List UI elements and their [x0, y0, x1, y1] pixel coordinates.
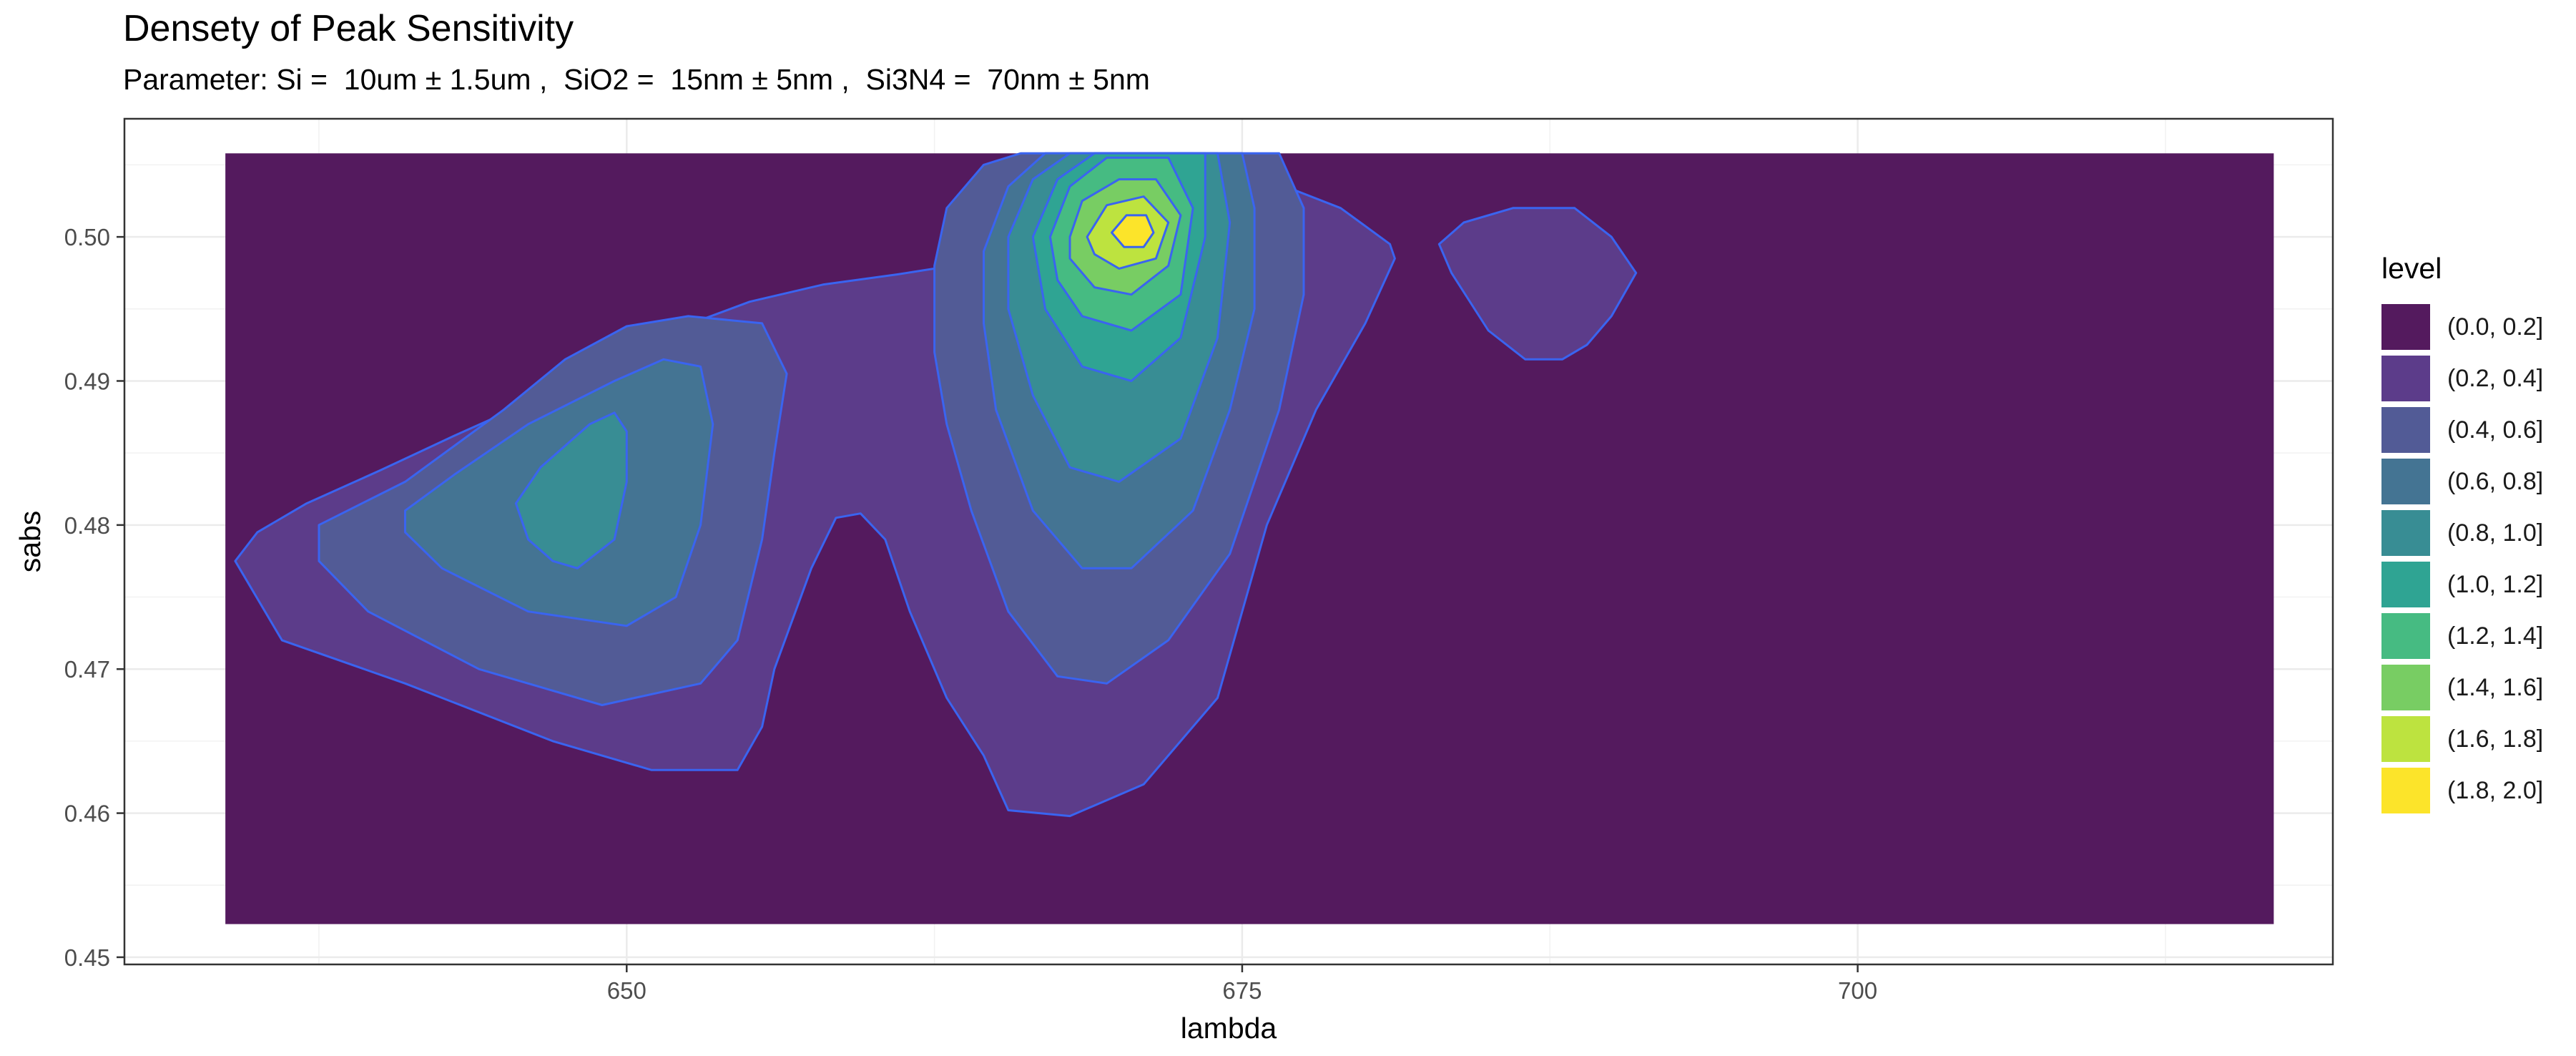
- legend-label: (1.2, 1.4]: [2447, 622, 2544, 650]
- legend-key-swatch: [2381, 407, 2430, 453]
- legend-label: (0.0, 0.2]: [2447, 313, 2544, 341]
- legend-label: (0.8, 1.0]: [2447, 519, 2544, 547]
- legend-entry: (1.6, 1.8]: [2381, 713, 2543, 765]
- legend-key-swatch: [2381, 356, 2430, 401]
- legend-key-swatch: [2381, 510, 2430, 556]
- legend-key-swatch: [2381, 562, 2430, 607]
- legend-key-swatch: [2381, 304, 2430, 350]
- chart-subtitle: Parameter: Si = 10um ± 1.5um , SiO2 = 15…: [123, 63, 1150, 96]
- x-tick-label: 650: [607, 977, 647, 1004]
- density-band: [1111, 214, 1155, 248]
- y-tick-label: 0.50: [64, 224, 110, 250]
- legend-entry: (0.6, 0.8]: [2381, 456, 2543, 507]
- y-tick-label: 0.49: [64, 368, 110, 394]
- density-band: [514, 411, 628, 569]
- legend-entry: (1.8, 2.0]: [2381, 765, 2543, 816]
- legend-key-swatch: [2381, 613, 2430, 659]
- y-tick-label: 0.47: [64, 656, 110, 683]
- legend-label: (0.4, 0.6]: [2447, 416, 2544, 444]
- x-axis-title: lambda: [1181, 1012, 1277, 1045]
- legend-key-swatch: [2381, 459, 2430, 504]
- chart-title: Densety of Peak Sensitivity: [123, 8, 574, 49]
- x-tick-label: 700: [1838, 977, 1877, 1004]
- legend-label: (0.6, 0.8]: [2447, 467, 2544, 495]
- legend-key-swatch: [2381, 716, 2430, 762]
- legend-entry: (0.4, 0.6]: [2381, 404, 2543, 456]
- y-tick-label: 0.48: [64, 512, 110, 539]
- legend-entry: (1.0, 1.2]: [2381, 559, 2543, 610]
- legend-entry: (1.4, 1.6]: [2381, 662, 2543, 713]
- density-contours: [225, 152, 2274, 924]
- legend-title: level: [2381, 252, 2442, 285]
- legend-entries: (0.0, 0.2] (0.2, 0.4] (0.4, 0.6] (0.6, 0.8]…: [2381, 301, 2543, 816]
- panel-border: [123, 117, 2334, 966]
- legend-label: (0.2, 0.4]: [2447, 364, 2544, 392]
- y-axis-title: sabs: [14, 511, 46, 573]
- legend-entry: (1.2, 1.4]: [2381, 610, 2543, 662]
- legend-label: (1.6, 1.8]: [2447, 725, 2544, 753]
- legend: level (0.0, 0.2] (0.2, 0.4] (0.4, 0.6] (0.6…: [2381, 252, 2543, 816]
- axes: 650 675 700 0.45 0.46 0.47 0.48 0.49 0.50: [64, 224, 1877, 1004]
- legend-entry: (0.8, 1.0]: [2381, 507, 2543, 559]
- legend-entry: (0.2, 0.4]: [2381, 353, 2543, 404]
- y-tick-label: 0.46: [64, 801, 110, 827]
- y-tick-label: 0.45: [64, 944, 110, 971]
- legend-entry: (0.0, 0.2]: [2381, 301, 2543, 353]
- legend-label: (1.8, 2.0]: [2447, 776, 2544, 804]
- legend-label: (1.4, 1.6]: [2447, 673, 2544, 701]
- legend-key-swatch: [2381, 665, 2430, 710]
- density-band: [1437, 207, 1638, 361]
- legend-label: (1.0, 1.2]: [2447, 570, 2544, 598]
- x-tick-label: 675: [1222, 977, 1262, 1004]
- legend-key-swatch: [2381, 768, 2430, 813]
